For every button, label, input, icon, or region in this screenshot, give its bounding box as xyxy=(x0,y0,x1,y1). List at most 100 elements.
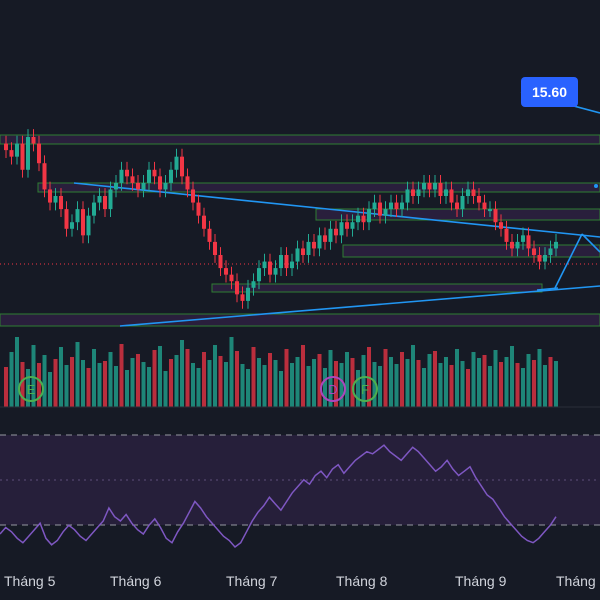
candle-body xyxy=(174,156,179,170)
candle-body xyxy=(444,189,448,196)
volume-bar xyxy=(273,360,278,407)
volume-bar xyxy=(510,346,514,407)
candle-body xyxy=(15,143,19,157)
volume-bar xyxy=(537,349,542,407)
candle-body xyxy=(147,169,151,183)
candle-body xyxy=(196,202,201,216)
volume-bar xyxy=(405,359,410,407)
candle-body xyxy=(53,196,58,203)
volume-bar xyxy=(466,369,470,407)
volume-bar xyxy=(521,368,525,407)
candle-body xyxy=(438,182,443,196)
volume-bar xyxy=(174,355,179,407)
volume-bar xyxy=(515,363,520,407)
candle-body xyxy=(273,268,278,275)
volume-bar xyxy=(306,366,311,407)
candle-body xyxy=(75,209,80,223)
candle-body xyxy=(339,222,344,236)
candle-body xyxy=(532,248,536,255)
month-label: Tháng 9 xyxy=(455,573,507,589)
candle-body xyxy=(312,241,316,249)
volume-bar xyxy=(433,351,437,407)
volume-bar xyxy=(70,357,74,407)
candle-body xyxy=(411,189,415,196)
volume-bar xyxy=(290,363,294,407)
candle-body xyxy=(185,176,190,190)
volume-bar xyxy=(42,355,47,407)
month-label: Tháng 6 xyxy=(110,573,162,589)
volume-bar xyxy=(422,368,426,407)
candle-body xyxy=(554,241,558,249)
candle-body xyxy=(543,255,547,262)
volume-bar xyxy=(224,362,228,407)
volume-bar xyxy=(48,372,52,407)
candle-body xyxy=(130,176,135,183)
month-label: Tháng xyxy=(556,573,596,589)
zone-rect xyxy=(37,182,600,193)
candle-body xyxy=(158,176,162,190)
volume-bar xyxy=(64,365,69,407)
candle-body xyxy=(295,248,300,262)
volume-bar xyxy=(37,363,41,407)
candle-body xyxy=(328,228,333,242)
candle-body xyxy=(361,215,366,223)
candle-body xyxy=(257,268,261,282)
candle-body xyxy=(9,150,14,157)
volume-bar xyxy=(477,358,481,407)
volume-bar xyxy=(460,361,465,407)
candle-body xyxy=(449,189,454,203)
candle-body xyxy=(350,222,355,229)
marker-letter: E xyxy=(27,382,36,397)
candle-body xyxy=(466,189,470,196)
volume-bar xyxy=(328,350,333,407)
candle-body xyxy=(471,189,476,196)
volume-bar xyxy=(444,357,448,407)
volume-bar xyxy=(295,357,300,407)
candle-body xyxy=(246,287,250,301)
candle-body xyxy=(213,241,217,255)
volume-bar xyxy=(268,353,272,407)
candle-body xyxy=(455,202,459,210)
candle-body xyxy=(482,202,487,210)
candle-body xyxy=(477,196,481,203)
volume-bar xyxy=(235,351,239,407)
candle-body xyxy=(317,235,322,249)
candle-body xyxy=(4,143,8,151)
volume-bar xyxy=(350,358,355,407)
candle-body xyxy=(163,182,168,190)
candle-body xyxy=(405,189,410,203)
candle-body xyxy=(460,196,465,210)
candle-body xyxy=(323,235,327,242)
volume-bar xyxy=(202,352,206,407)
volume-bar xyxy=(482,355,487,407)
candle-body xyxy=(141,182,146,190)
volume-bar xyxy=(455,349,459,407)
volume-bar xyxy=(383,349,388,407)
candle-body xyxy=(301,248,305,255)
candle-body xyxy=(202,215,206,229)
candle-body xyxy=(114,182,118,190)
candle-body xyxy=(427,182,432,190)
marker-letter: D xyxy=(328,382,337,397)
candle-body xyxy=(235,281,239,295)
candle-body xyxy=(20,143,25,170)
candle-body xyxy=(378,202,382,216)
volume-bar xyxy=(59,347,63,407)
volume-bar xyxy=(218,356,223,407)
volume-bar xyxy=(504,357,509,407)
candle-body xyxy=(48,189,52,203)
candle-body xyxy=(136,182,140,190)
candle-body xyxy=(169,169,173,183)
volume-bar xyxy=(427,354,432,407)
volume-bar xyxy=(125,370,129,407)
candle-body xyxy=(26,137,30,170)
candle-body xyxy=(493,209,498,223)
candle-body xyxy=(504,228,509,242)
price-badge: 15.60 xyxy=(521,77,578,107)
volume-bar xyxy=(130,358,135,407)
candle-body xyxy=(180,156,184,177)
volume-bar xyxy=(543,365,547,407)
volume-bar xyxy=(103,361,107,407)
volume-bar xyxy=(389,357,393,407)
